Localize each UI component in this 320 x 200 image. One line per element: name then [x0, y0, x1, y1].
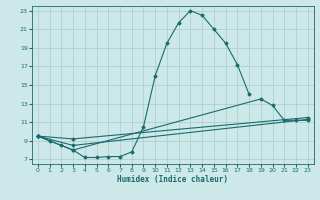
X-axis label: Humidex (Indice chaleur): Humidex (Indice chaleur) — [117, 175, 228, 184]
